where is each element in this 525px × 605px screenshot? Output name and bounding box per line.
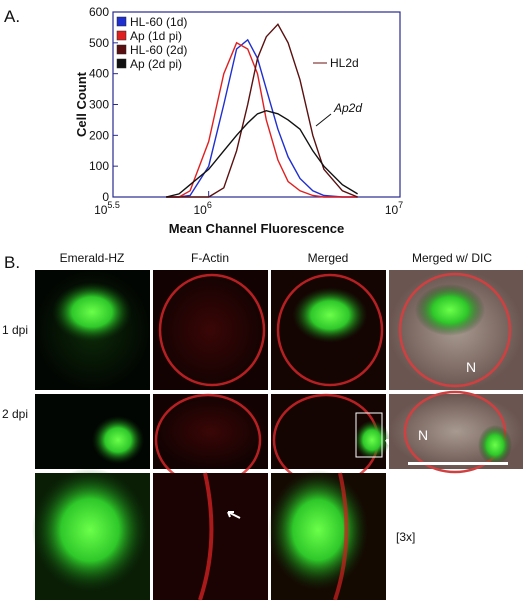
image-content <box>354 420 390 460</box>
legend-label: HL-60 (1d) <box>130 15 187 29</box>
x-tick-exponent: 7 <box>398 200 403 210</box>
image-content <box>415 284 485 336</box>
legend-label: HL-60 (2d) <box>130 43 187 57</box>
x-tick-label: 106 <box>193 200 211 217</box>
column-header: Emerald-HZ <box>60 251 125 265</box>
image-grid <box>32 270 523 601</box>
y-tick-label: 400 <box>89 67 109 81</box>
image-content <box>32 468 148 592</box>
image-content <box>478 425 512 465</box>
y-tick-label: 200 <box>89 128 109 142</box>
column-header: Merged w/ DIC <box>412 251 492 265</box>
zoom-label: [3x] <box>396 530 415 544</box>
y-tick-label: 0 <box>102 190 109 204</box>
nucleus-label: N <box>418 427 428 443</box>
series-line <box>166 23 358 198</box>
y-tick-label: 500 <box>89 36 109 50</box>
x-tick-base: 10 <box>385 203 399 217</box>
y-tick-label: 300 <box>89 98 109 112</box>
nucleus-label: N <box>466 359 476 375</box>
annotation-arrow <box>315 113 332 127</box>
image-content <box>158 273 266 387</box>
legend-swatch <box>116 30 127 41</box>
series-line <box>166 109 358 198</box>
image <box>153 394 268 469</box>
x-tick-label: 105.5 <box>94 200 120 217</box>
y-axis-label: Cell Count <box>74 71 89 137</box>
x-tick-label: 107 <box>385 200 403 217</box>
column-header: Merged <box>308 251 349 265</box>
annotation: Ap2d <box>333 101 362 115</box>
legend-swatch <box>116 44 127 55</box>
y-tick-label: 600 <box>89 5 109 19</box>
image-content <box>198 472 214 601</box>
image-content <box>92 416 144 464</box>
panel-label: B. <box>4 253 20 272</box>
column-header: F-Actin <box>191 251 229 265</box>
legend-label: Ap (2d pi) <box>130 57 182 71</box>
series-line <box>166 41 358 198</box>
panel-label: A. <box>4 7 20 26</box>
row-label: 2 dpi <box>2 407 28 421</box>
x-tick-exponent: 6 <box>207 200 212 210</box>
x-axis-label: Mean Channel Fluorescence <box>169 221 345 236</box>
x-tick-exponent: 5.5 <box>107 200 120 210</box>
legend-label: Ap (1d pi) <box>130 29 182 43</box>
image-content <box>292 287 368 343</box>
series-line <box>166 38 358 198</box>
legend-swatch <box>116 58 127 69</box>
image-content <box>333 472 349 601</box>
x-tick-base: 10 <box>94 203 108 217</box>
scale-bar <box>408 462 508 465</box>
image-content <box>268 470 368 590</box>
legend-swatch <box>116 16 127 27</box>
row-label: 1 dpi <box>2 323 28 337</box>
image <box>153 270 268 390</box>
annotation: HL2d <box>330 56 359 70</box>
image-content <box>276 273 384 387</box>
arrow <box>227 511 241 519</box>
y-tick-label: 100 <box>89 159 109 173</box>
image-content <box>52 282 132 342</box>
x-tick-base: 10 <box>193 203 207 217</box>
image-content <box>398 272 512 388</box>
zoom-box <box>355 412 383 458</box>
